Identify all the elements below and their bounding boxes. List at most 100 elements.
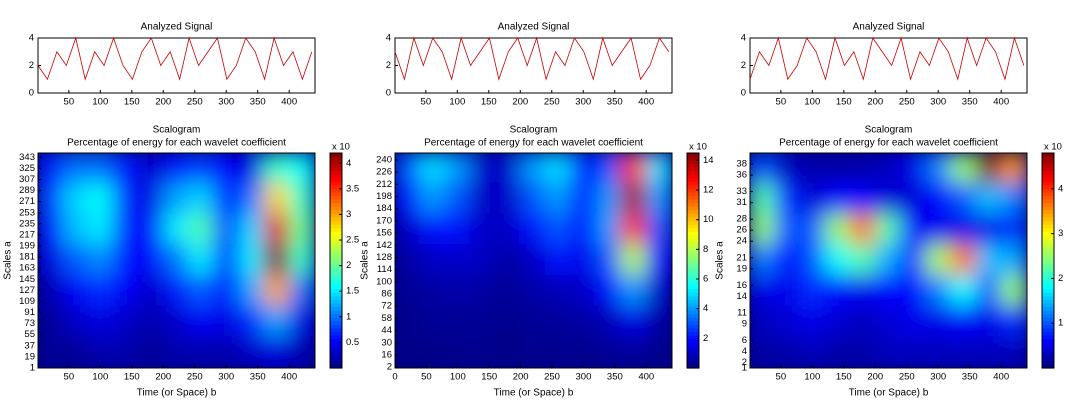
- colorbar-swatch: [1042, 153, 1054, 158]
- colorbar-swatch: [1042, 178, 1054, 183]
- colorbar-swatch: [687, 163, 699, 168]
- y-tick-label: 235: [19, 218, 35, 229]
- heatmap-cell: [469, 274, 497, 308]
- heatmap-cell: [950, 336, 978, 368]
- heatmap-cell: [620, 182, 648, 216]
- colorbar-swatch: [1042, 360, 1054, 366]
- colorbar-swatch: [330, 285, 342, 290]
- colorbar-swatch: [330, 246, 342, 251]
- heatmap-cell: [620, 213, 648, 247]
- colorbar-swatch: [330, 357, 342, 362]
- colorbar-swatch: [1042, 364, 1054, 369]
- colorbar-swatch: [687, 296, 699, 301]
- heatmap-cell: [213, 336, 241, 368]
- heatmap-cell: [444, 182, 472, 216]
- heatmap-cell: [62, 336, 90, 368]
- colorbar-swatch: [330, 353, 342, 358]
- colorbar-swatch: [687, 360, 699, 366]
- colorbar-swatch: [1042, 206, 1054, 211]
- colorbar-tick-label: 3: [1058, 228, 1063, 239]
- heatmap-cell: [162, 274, 191, 308]
- colorbar-swatch: [687, 274, 699, 280]
- colorbar-tick-label: 1: [346, 311, 351, 322]
- heatmap-cell: [238, 153, 266, 185]
- colorbar-swatch: [687, 242, 699, 247]
- heatmap-cell: [419, 213, 447, 247]
- heatmap-cell: [849, 244, 877, 277]
- heatmap-cell: [950, 305, 978, 339]
- y-tick-label: 2: [386, 60, 391, 71]
- heatmap-cell: [799, 274, 827, 308]
- x-tick-label: 100: [92, 372, 108, 383]
- heatmap-cell: [874, 336, 903, 368]
- y-tick-label: 128: [376, 252, 392, 263]
- colorbar-swatch: [687, 278, 699, 283]
- heatmap-cell: [213, 153, 241, 185]
- colorbar-swatch: [330, 325, 342, 330]
- heatmap-cell: [824, 274, 852, 308]
- heatmap-cell: [238, 244, 266, 277]
- plot-frame: [37, 152, 316, 369]
- heatmap-cell: [112, 213, 140, 247]
- colorbar-swatch: [687, 153, 699, 158]
- colorbar-swatch: [1042, 267, 1054, 272]
- heatmap-cell: [570, 274, 598, 308]
- signal-line: [394, 36, 670, 81]
- colorbar-swatch: [1042, 239, 1054, 244]
- heatmap-cell: [925, 153, 953, 185]
- x-tick-label: 200: [155, 97, 171, 108]
- heatmap-cell: [238, 305, 266, 339]
- chart-title: Analyzed Signal: [141, 22, 213, 33]
- heatmap-cell: [419, 244, 447, 277]
- colorbar-label: x 10: [332, 142, 350, 153]
- colorbar-swatch: [330, 296, 342, 301]
- heatmap-cell: [62, 305, 90, 339]
- plot-frame: [394, 152, 673, 369]
- colorbar-swatch: [330, 221, 342, 226]
- colorbar-swatch: [687, 321, 699, 326]
- heatmap-cell: [213, 244, 241, 277]
- colorbar-swatch: [687, 307, 699, 312]
- heatmap-cell: [38, 305, 65, 339]
- heatmap-cell: [570, 213, 598, 247]
- heatmap-cell: [874, 213, 903, 247]
- chart-title: Analyzed Signal: [498, 22, 570, 33]
- heatmap-cell: [444, 153, 472, 185]
- y-tick-label: 199: [19, 241, 35, 252]
- x-tick-label: 300: [930, 97, 946, 108]
- y-tick-label: 44: [381, 325, 392, 336]
- colorbar-swatch: [1042, 213, 1054, 219]
- colorbar-swatch: [687, 217, 699, 222]
- colorbar-swatch: [1042, 314, 1054, 319]
- heatmap-cell: [849, 153, 877, 185]
- x-tick-label: 150: [124, 372, 140, 383]
- x-tick-label: 50: [776, 97, 787, 108]
- colorbar-tick-label: 0.5: [346, 337, 359, 348]
- heatmap-cell: [238, 336, 266, 368]
- y-tick-label: 6: [742, 335, 747, 346]
- colorbar-swatch: [687, 256, 699, 262]
- colorbar-tick-label: 3.5: [346, 183, 359, 194]
- colorbar-swatch: [330, 185, 342, 190]
- heatmap-cell: [620, 244, 648, 277]
- heatmap-cell: [750, 213, 777, 247]
- x-tick-label: 100: [450, 372, 466, 383]
- colorbar-swatch: [330, 210, 342, 215]
- plot-frame: [749, 152, 1028, 369]
- colorbar-label: x 10: [689, 142, 707, 153]
- heatmap-cell: [87, 274, 115, 308]
- heatmap: [38, 153, 315, 368]
- x-tick-label: 150: [481, 97, 497, 108]
- heatmap-cell: [137, 336, 165, 368]
- x-tick-label: 350: [607, 97, 623, 108]
- heatmap-cell: [774, 305, 802, 339]
- colorbar-swatch: [330, 299, 342, 305]
- colorbar-swatch: [687, 167, 699, 172]
- colorbar-swatch: [1042, 292, 1054, 297]
- x-axis-label: Time (or Space) b: [137, 388, 217, 399]
- heatmap-cell: [112, 274, 140, 308]
- x-tick-label: 400: [281, 372, 297, 383]
- colorbar-frame: [329, 152, 343, 369]
- y-tick-label: 198: [376, 191, 392, 202]
- colorbar-swatch: [330, 167, 342, 172]
